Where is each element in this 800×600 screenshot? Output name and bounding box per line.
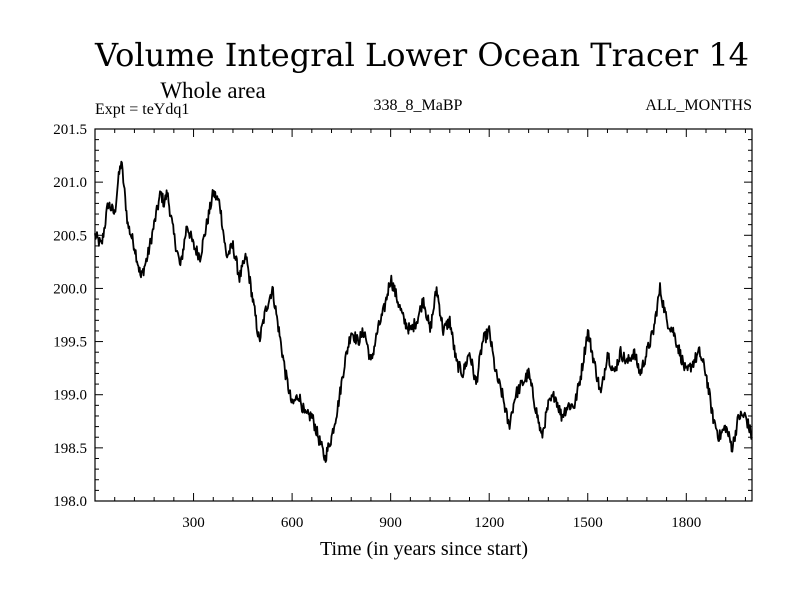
x-axis-label: Time (in years since start) (320, 538, 528, 560)
plot-frame (94, 128, 753, 502)
x-tick-label: 1800 (671, 515, 701, 531)
chart-subtitle: Whole area (160, 78, 265, 103)
center-label: 338_8_MaBP (374, 97, 463, 114)
y-tick-label: 198.0 (53, 494, 87, 510)
x-tick-label: 1500 (573, 515, 603, 531)
x-tick-label: 900 (379, 515, 402, 531)
y-tick-label: 199.0 (53, 388, 87, 404)
x-tick-label: 600 (281, 515, 304, 531)
x-tick-labels: 300 600 900 1200 1500 1800 (182, 515, 701, 531)
y-tick-label: 201.5 (53, 122, 87, 138)
chart-title: Volume Integral Lower Ocean Tracer 14 (94, 36, 749, 74)
x-tick-label: 300 (182, 515, 205, 531)
series-line (94, 160, 753, 463)
y-tick-label: 200.0 (53, 281, 87, 297)
axis-ticks (95, 128, 752, 502)
y-tick-label: 201.0 (53, 175, 87, 191)
y-tick-labels: 198.0 198.5 199.0 199.5 200.0 200.5 201.0 201.5 (53, 122, 87, 510)
y-tick-label: 198.5 (53, 441, 87, 457)
y-tick-label: 200.5 (53, 228, 87, 244)
right-label: ALL_MONTHS (645, 97, 752, 114)
expt-label: Expt = teYdq1 (95, 101, 189, 118)
x-tick-label: 1200 (474, 515, 504, 531)
y-tick-label: 199.5 (53, 335, 87, 351)
